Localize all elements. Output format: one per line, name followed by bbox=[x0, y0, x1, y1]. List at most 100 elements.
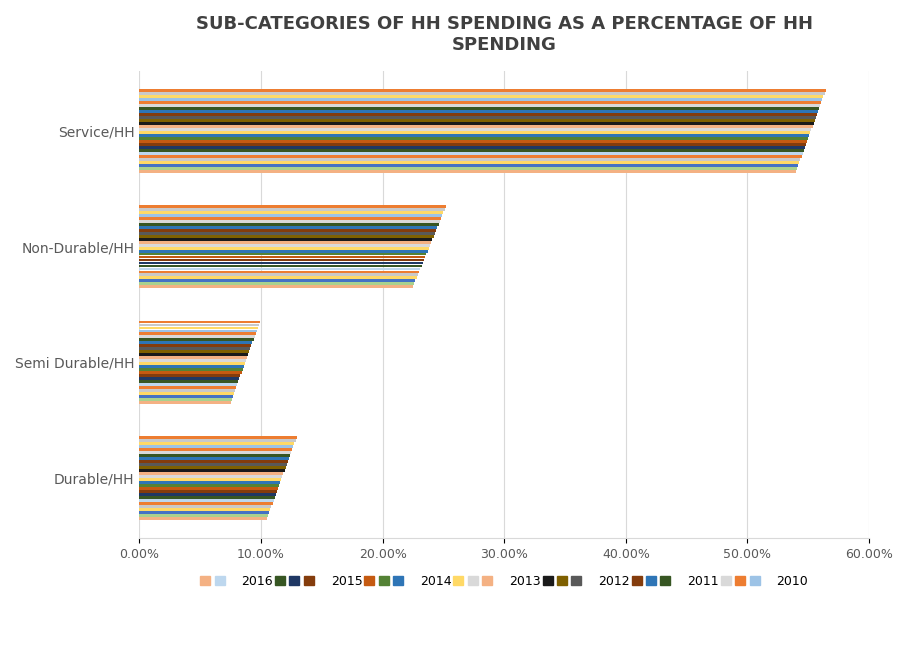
Bar bbox=[139, 454, 290, 457]
Bar bbox=[139, 273, 418, 276]
Bar bbox=[139, 389, 235, 392]
Bar bbox=[139, 368, 242, 371]
Bar bbox=[139, 371, 242, 374]
Bar bbox=[139, 341, 252, 345]
Bar bbox=[139, 395, 232, 398]
Bar bbox=[139, 511, 270, 514]
Bar bbox=[139, 514, 268, 517]
Bar bbox=[139, 478, 281, 481]
Bar bbox=[139, 326, 258, 330]
Bar bbox=[139, 490, 277, 493]
Bar bbox=[139, 377, 240, 380]
Bar bbox=[139, 217, 441, 219]
Bar bbox=[139, 211, 443, 214]
Bar bbox=[139, 324, 259, 326]
Bar bbox=[139, 167, 797, 169]
Bar bbox=[139, 110, 818, 113]
Bar bbox=[139, 347, 251, 351]
Bar bbox=[139, 496, 275, 499]
Bar bbox=[139, 333, 256, 335]
Bar bbox=[139, 244, 430, 246]
Bar bbox=[139, 238, 432, 241]
Bar bbox=[139, 475, 282, 478]
Bar bbox=[139, 241, 431, 244]
Bar bbox=[139, 384, 237, 386]
Bar bbox=[139, 353, 248, 357]
Bar bbox=[139, 155, 802, 158]
Bar bbox=[139, 208, 445, 211]
Bar bbox=[139, 264, 421, 268]
Bar bbox=[139, 359, 246, 362]
Bar bbox=[139, 365, 243, 368]
Bar bbox=[139, 466, 286, 469]
Bar bbox=[139, 107, 819, 110]
Bar bbox=[139, 457, 289, 460]
Bar bbox=[139, 330, 257, 332]
Bar bbox=[139, 143, 806, 146]
Bar bbox=[139, 463, 287, 466]
Bar bbox=[139, 398, 232, 401]
Bar bbox=[139, 98, 823, 101]
Bar bbox=[139, 270, 419, 273]
Bar bbox=[139, 226, 438, 229]
Bar bbox=[139, 205, 446, 208]
Bar bbox=[139, 268, 420, 270]
Bar bbox=[139, 339, 253, 341]
Bar bbox=[139, 448, 292, 451]
Bar bbox=[139, 493, 276, 496]
Bar bbox=[139, 149, 804, 152]
Bar bbox=[139, 146, 804, 149]
Bar bbox=[139, 460, 288, 463]
Bar bbox=[139, 451, 291, 454]
Bar bbox=[139, 95, 824, 98]
Bar bbox=[139, 362, 245, 365]
Bar bbox=[139, 279, 416, 282]
Bar bbox=[139, 170, 796, 173]
Bar bbox=[139, 89, 825, 92]
Bar bbox=[139, 131, 810, 134]
Bar bbox=[139, 152, 803, 155]
Bar bbox=[139, 517, 267, 520]
Bar bbox=[139, 134, 809, 137]
Bar bbox=[139, 158, 801, 161]
Bar bbox=[139, 386, 236, 389]
Bar bbox=[139, 256, 425, 258]
Bar bbox=[139, 440, 295, 442]
Bar bbox=[139, 140, 807, 143]
Bar bbox=[139, 505, 271, 508]
Bar bbox=[139, 161, 799, 163]
Bar bbox=[139, 484, 279, 487]
Bar bbox=[139, 125, 813, 128]
Bar bbox=[139, 122, 814, 125]
Bar bbox=[139, 345, 252, 347]
Bar bbox=[139, 487, 278, 490]
Bar bbox=[139, 436, 297, 439]
Bar bbox=[139, 277, 417, 279]
Bar bbox=[139, 445, 293, 448]
Bar bbox=[139, 499, 273, 502]
Bar bbox=[139, 116, 815, 119]
Bar bbox=[139, 214, 442, 217]
Bar bbox=[139, 137, 808, 140]
Bar bbox=[139, 235, 434, 238]
Bar bbox=[139, 104, 820, 107]
Bar bbox=[139, 481, 281, 484]
Title: SUB-CATEGORIES OF HH SPENDING AS A PERCENTAGE OF HH
SPENDING: SUB-CATEGORIES OF HH SPENDING AS A PERCE… bbox=[196, 15, 813, 54]
Bar bbox=[139, 508, 271, 511]
Bar bbox=[139, 283, 414, 285]
Bar bbox=[139, 442, 294, 445]
Legend: , , 2016, , , , 2015, , , , 2014, , , , 2013, , , , 2012, , , , 2011, , , , 2010: , , 2016, , , , 2015, , , , 2014, , , , … bbox=[195, 569, 814, 592]
Bar bbox=[139, 374, 241, 377]
Bar bbox=[139, 128, 812, 130]
Bar bbox=[139, 250, 428, 252]
Bar bbox=[139, 351, 249, 353]
Bar bbox=[139, 119, 814, 122]
Bar bbox=[139, 469, 284, 472]
Bar bbox=[139, 219, 439, 223]
Bar bbox=[139, 246, 429, 250]
Bar bbox=[139, 113, 817, 116]
Bar bbox=[139, 262, 423, 264]
Bar bbox=[139, 223, 439, 225]
Bar bbox=[139, 380, 238, 383]
Bar bbox=[139, 232, 435, 235]
